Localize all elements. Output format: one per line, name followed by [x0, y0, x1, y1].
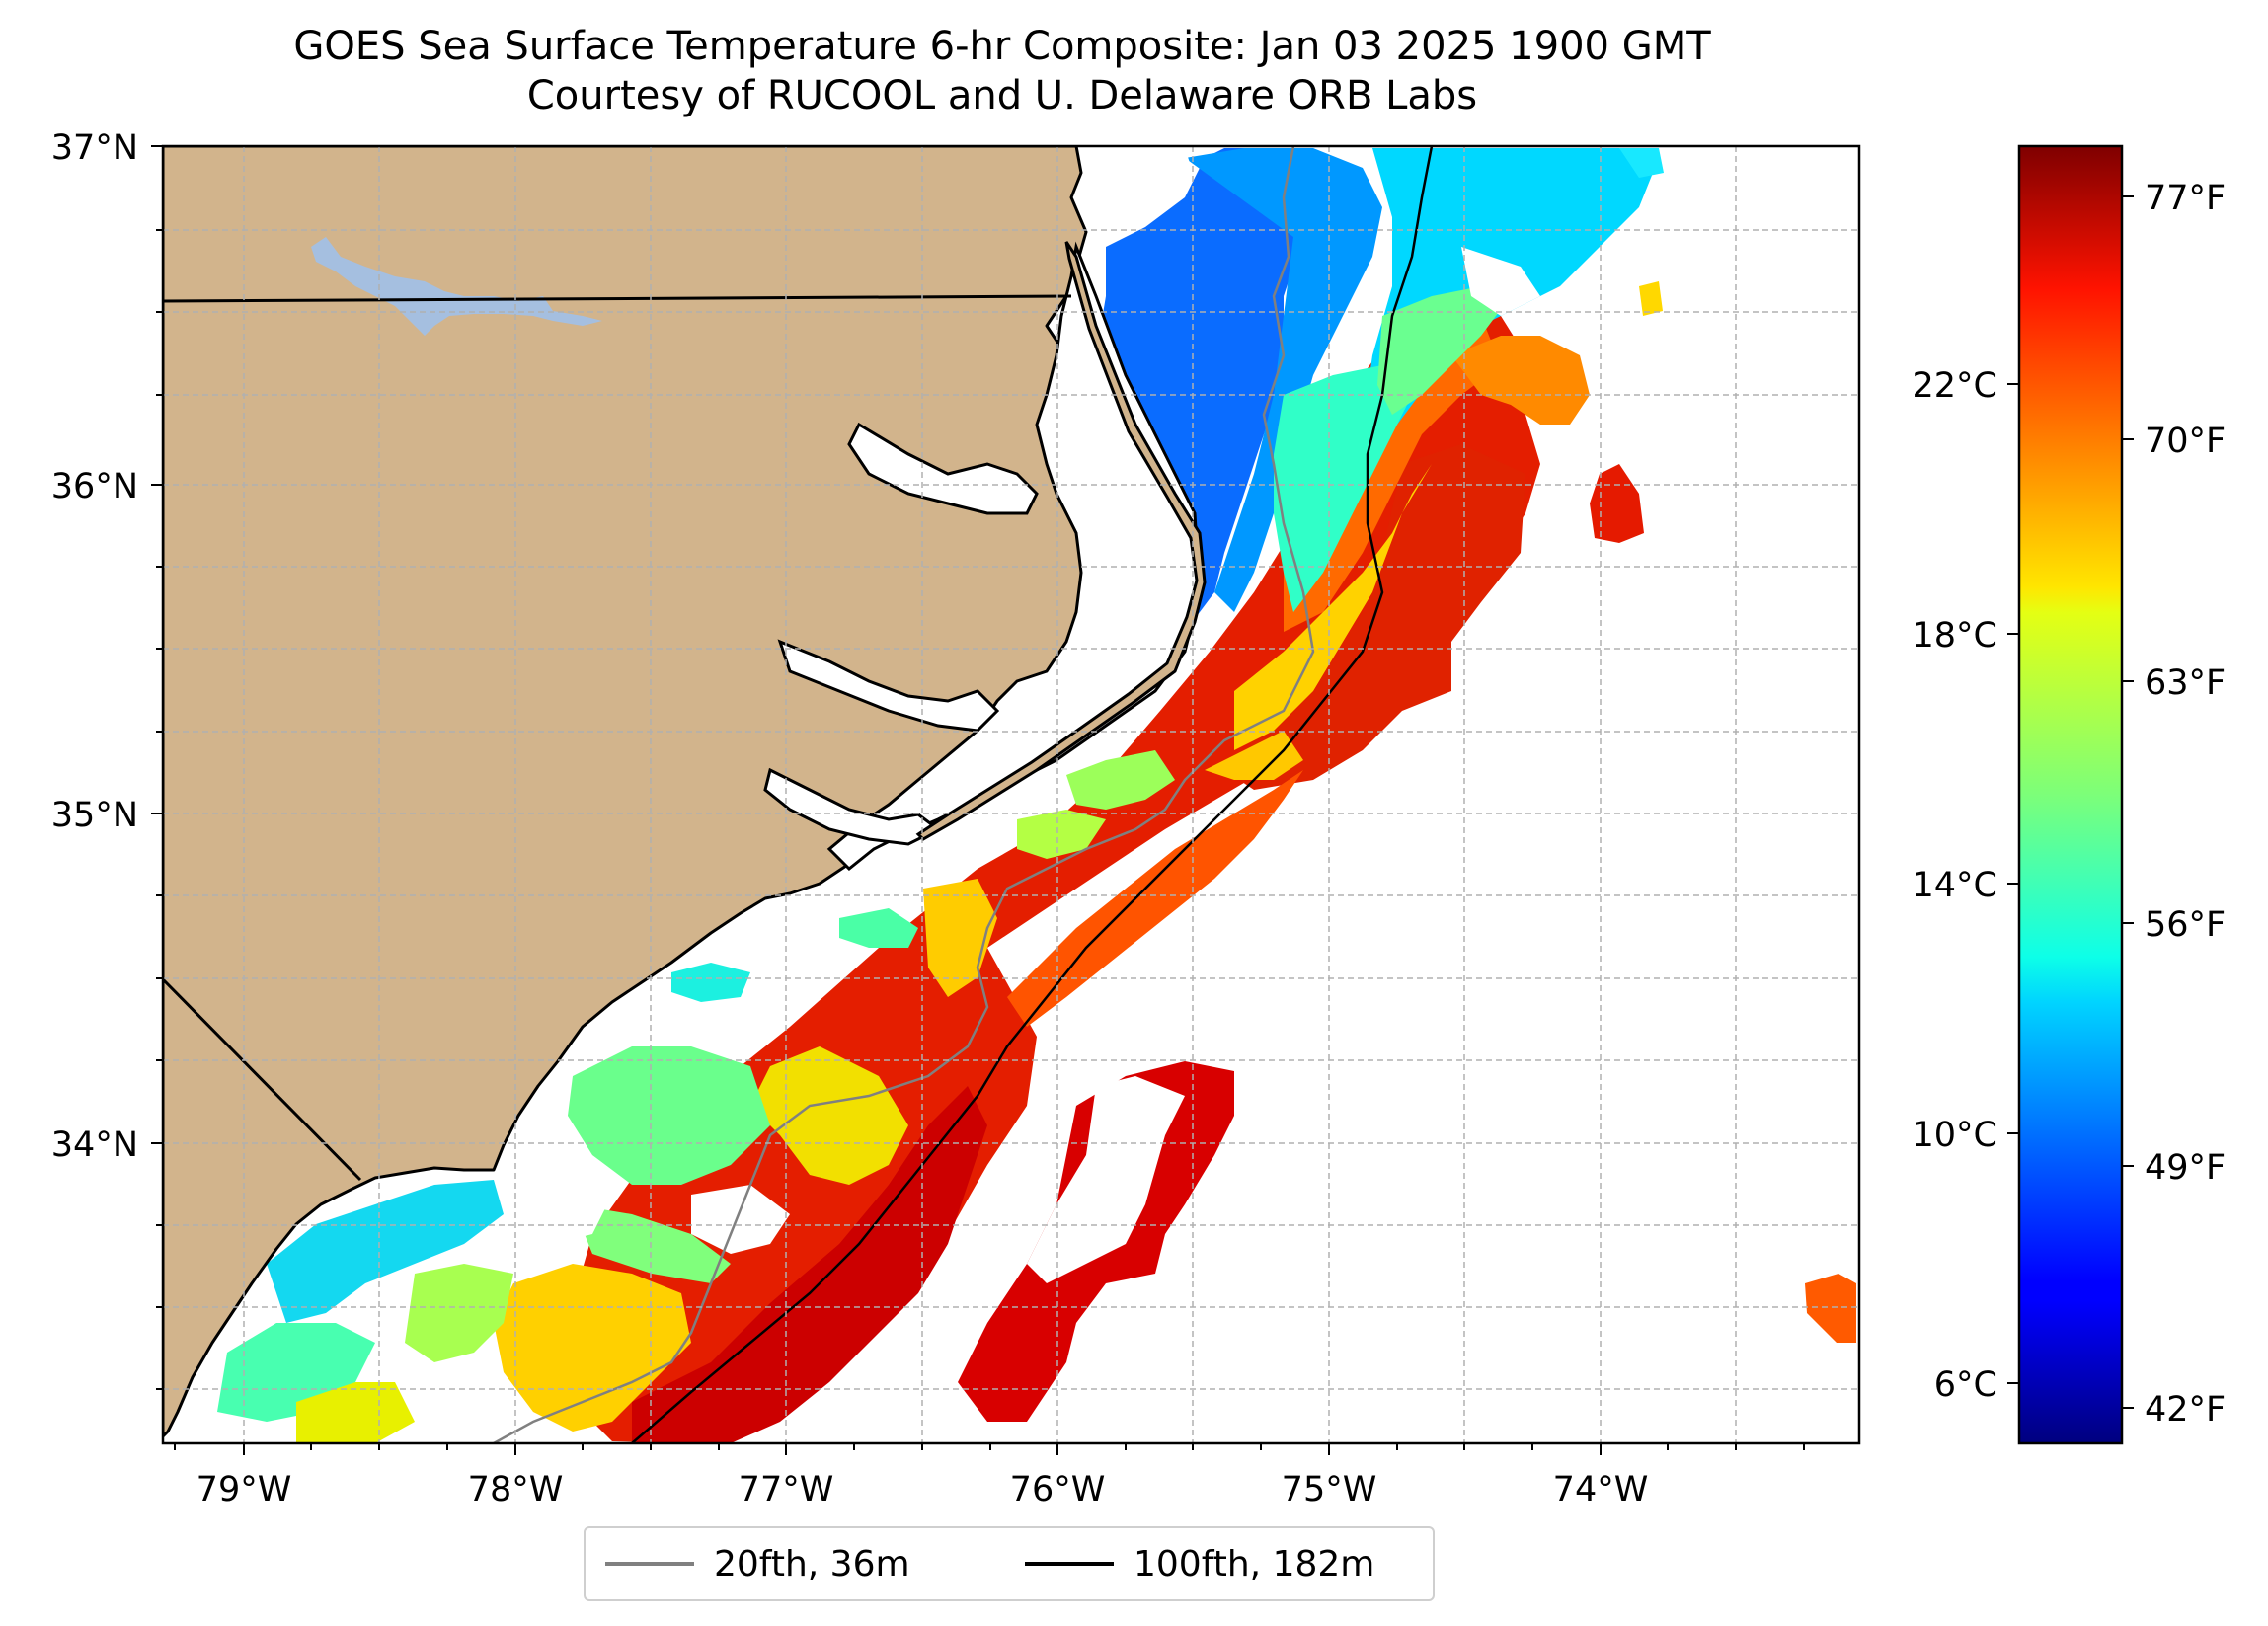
lon-label-79: 79°W [196, 1470, 292, 1510]
map-frame [161, 144, 1861, 1445]
sst-yellow-coastal [750, 1046, 908, 1185]
nc-sc-border [163, 977, 362, 1182]
lat-label-35: 35°N [51, 796, 138, 835]
fahrenheit-label-56: 56°F [2145, 905, 2226, 945]
lat-label-37: 37°N [51, 128, 138, 168]
sst-green-coastal [568, 1046, 770, 1185]
map-gridlines [163, 146, 1859, 1443]
sst-orange-shelf [1007, 770, 1303, 1027]
sst-cyan-tip [1619, 148, 1664, 178]
title-line-2: Courtesy of RUCOOL and U. Delaware ORB L… [526, 73, 1478, 118]
kerr-lake [311, 237, 602, 336]
outer-banks [915, 241, 1207, 841]
colorbar-fahrenheit-labels: 77°F 70°F 63°F 56°F 49°F 42°F [2145, 179, 2226, 1430]
sst-cyan-coastal [267, 1180, 504, 1323]
colorbar-celsius-labels: 22°C 18°C 14°C 10°C 6°C [1913, 366, 1997, 1405]
no-data-cloud-f [1432, 889, 1481, 958]
sst-east-tail-orange [1805, 1274, 1856, 1343]
no-data-cloud-e [523, 1175, 612, 1244]
sst-azure-north [1185, 148, 1382, 612]
no-data-cloud-b [1461, 247, 1540, 316]
albemarle-sound [847, 422, 1039, 515]
colorbar-celsius-ticks [2007, 383, 2019, 1384]
sst-green-inner [573, 1204, 731, 1283]
lat-label-36: 36°N [51, 467, 138, 506]
fahrenheit-label-77: 77°F [2145, 179, 2226, 218]
sst-green-north [1377, 286, 1511, 415]
lon-label-74: 74°W [1553, 1470, 1649, 1510]
lon-ticks [174, 1443, 1805, 1455]
sst-aqua-north [1274, 365, 1412, 612]
fahrenheit-label-70: 70°F [2145, 422, 2226, 461]
sst-yellow-patch-a [1205, 731, 1303, 780]
lon-label-75: 75°W [1282, 1470, 1377, 1510]
sst-orange-front [1451, 336, 1590, 425]
celsius-label-6: 6°C [1934, 1365, 1997, 1405]
colorbar-fahrenheit-ticks [2122, 195, 2134, 1409]
celsius-label-10: 10°C [1913, 1116, 1997, 1155]
fahrenheit-label-63: 63°F [2145, 663, 2226, 703]
colorbar: 22°C 18°C 14°C 10°C 6°C 77°F 70°F 63°F 5… [1913, 144, 2226, 1445]
fahrenheit-label-42: 42°F [2145, 1390, 2226, 1430]
isobath-20fth [493, 146, 1315, 1443]
sst-green-south [405, 1264, 513, 1362]
lat-labels: 37°N 36°N 35°N 34°N [51, 128, 138, 1165]
title-line-1: GOES Sea Surface Temperature 6-hr Compos… [293, 24, 1711, 69]
lon-label-78: 78°W [468, 1470, 564, 1510]
sst-yellow-southwest [296, 1382, 415, 1443]
colorbar-gradient [2017, 144, 2124, 1445]
sst-red-deep [632, 1086, 987, 1443]
no-data-cloud-c [1027, 1076, 1185, 1283]
map-title: GOES Sea Surface Temperature 6-hr Compos… [0, 22, 2004, 120]
legend-item-100fth: 100fth, 182m [1025, 1528, 1374, 1599]
pamlico-river [777, 639, 1000, 733]
lon-labels: 79°W 78°W 77°W 76°W 75°W 74°W [196, 1470, 1649, 1510]
sst-green-patch-c [839, 908, 918, 948]
sst-green-patch-b [1017, 810, 1106, 859]
sst-green-patch-a [1066, 750, 1175, 810]
celsius-label-22: 22°C [1913, 366, 1997, 406]
legend-swatch-100fth [1025, 1562, 1114, 1566]
celsius-label-18: 18°C [1913, 616, 1997, 656]
legend-label-100fth: 100fth, 182m [1134, 1543, 1375, 1585]
lat-ticks [151, 145, 163, 1390]
lat-label-34: 34°N [51, 1125, 138, 1165]
legend-swatch-20fth [605, 1562, 694, 1566]
sst-yellow-front [1234, 464, 1432, 750]
sst-cyan-patch-a [671, 963, 750, 1002]
sst-east-lobe-red [1590, 464, 1644, 543]
no-data-cloud-d [691, 1185, 790, 1254]
celsius-label-14: 14°C [1913, 866, 1997, 905]
fahrenheit-label-49: 49°F [2145, 1148, 2226, 1188]
land [163, 146, 1207, 1438]
legend-item-20fth: 20fth, 36m [605, 1528, 910, 1599]
lon-label-76: 76°W [1010, 1470, 1106, 1510]
nc-va-border [163, 294, 1072, 303]
isobath-legend: 20fth, 36m 100fth, 182m [584, 1526, 1435, 1601]
sst-yellow-tip [1639, 281, 1663, 316]
no-data-cloud-a [1116, 148, 1195, 207]
legend-label-20fth: 20fth, 36m [714, 1543, 910, 1585]
lon-label-77: 77°W [739, 1470, 834, 1510]
